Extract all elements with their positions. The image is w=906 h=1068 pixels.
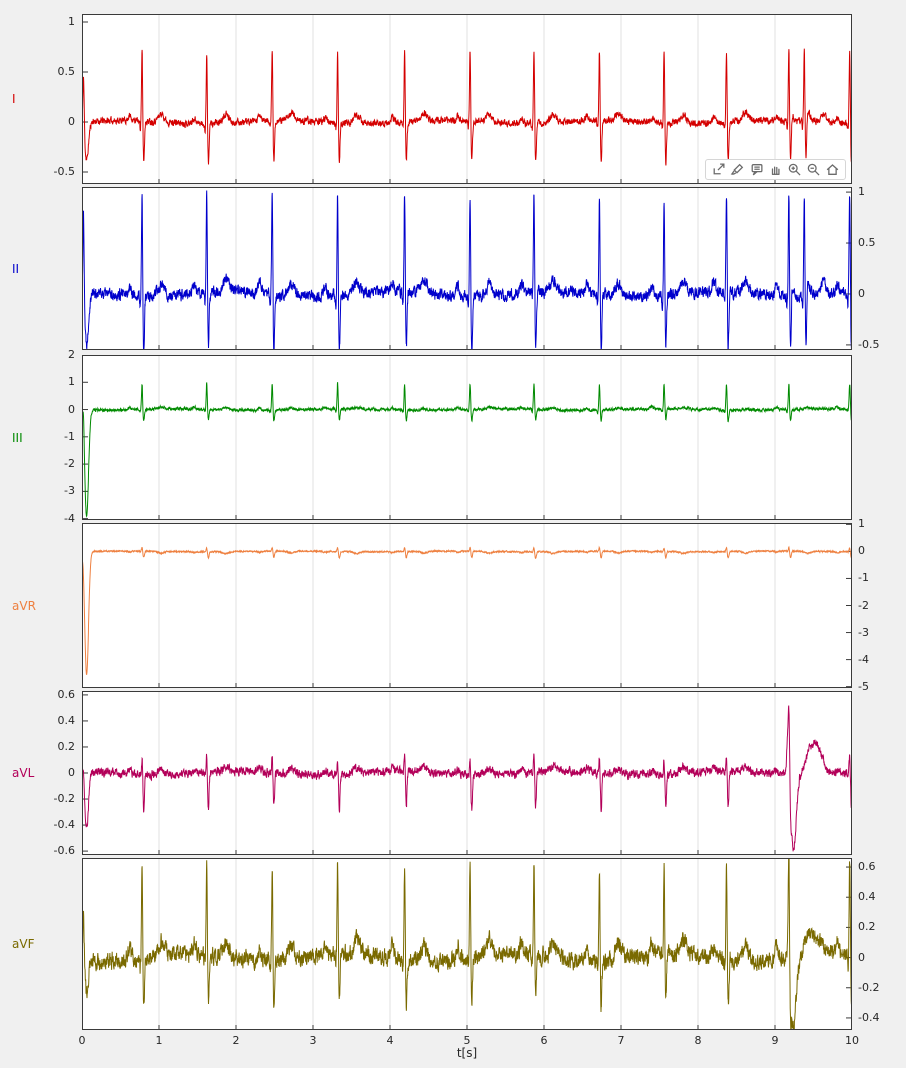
x-tick-label: 8 <box>694 1034 702 1047</box>
zoom-in-icon[interactable] <box>787 162 802 177</box>
x-tick-label: 1 <box>155 1034 163 1047</box>
restore-view-icon[interactable] <box>825 162 840 177</box>
y-tick-label: -0.6 <box>53 844 75 858</box>
y-tick-label: -1 <box>64 429 75 443</box>
x-tick-label: 2 <box>232 1034 240 1047</box>
y-tick-label: 0 <box>858 950 865 964</box>
y-tick-label: -0.4 <box>858 1010 880 1024</box>
x-axis-label: t[s] <box>456 1046 478 1060</box>
y-tick-label: 0 <box>858 286 865 300</box>
x-tick-label: 0 <box>78 1034 86 1047</box>
y-tick-label: 0.5 <box>57 65 76 78</box>
x-tick-label: 4 <box>386 1034 394 1047</box>
waveform-aVF <box>82 858 852 1030</box>
y-tick-label: -0.4 <box>53 818 75 832</box>
x-tick-label: 6 <box>540 1034 548 1047</box>
lead-label-III: III <box>12 430 23 445</box>
y-tick-label: 1 <box>858 185 865 199</box>
x-tick-label: 3 <box>309 1034 317 1047</box>
panel-aVR[interactable] <box>82 523 852 688</box>
y-tick-label: -0.2 <box>53 792 75 806</box>
y-tick-label: 0.6 <box>858 860 876 874</box>
datatips-icon[interactable] <box>749 162 764 177</box>
zoom-out-icon[interactable] <box>806 162 821 177</box>
y-tick-label: -4 <box>64 511 75 525</box>
lead-label-aVL: aVL <box>12 766 35 780</box>
y-tick-label: -3 <box>858 625 869 639</box>
axes-toolbar <box>705 159 846 180</box>
x-tick-label: 7 <box>617 1034 625 1047</box>
y-tick-label: -0.2 <box>858 980 880 994</box>
y-tick-label: 0.4 <box>57 713 76 727</box>
y-tick-label: 1 <box>68 375 75 389</box>
y-tick-label: -0.5 <box>53 165 75 178</box>
lead-label-aVF: aVF <box>12 937 35 951</box>
brush-icon[interactable] <box>730 162 745 177</box>
y-tick-label: 0.2 <box>858 920 876 934</box>
y-tick-label: 0.6 <box>57 687 76 701</box>
y-tick-label: -3 <box>64 484 75 498</box>
waveform-II <box>82 190 852 350</box>
waveform-aVL <box>82 705 852 852</box>
y-tick-label: -4 <box>858 652 869 666</box>
y-tick-label: 0 <box>858 544 865 558</box>
x-tick-label: 10 <box>845 1034 859 1047</box>
panel-aVL[interactable] <box>82 691 852 855</box>
waveform-aVR <box>82 545 852 675</box>
y-tick-label: -0.5 <box>858 337 880 351</box>
export-icon[interactable] <box>711 162 726 177</box>
y-tick-label: 0 <box>68 766 75 779</box>
waveform-I <box>82 48 852 166</box>
y-tick-label: -5 <box>858 679 869 693</box>
waveform-III <box>82 382 852 518</box>
y-tick-label: -2 <box>64 457 75 471</box>
lead-label-II: II <box>12 261 20 276</box>
pan-icon[interactable] <box>768 162 783 177</box>
panel-II[interactable] <box>82 187 852 350</box>
y-tick-label: 0.4 <box>858 890 876 904</box>
y-tick-label: 1 <box>858 517 865 531</box>
panel-I[interactable] <box>82 14 852 184</box>
y-tick-label: -1 <box>858 571 869 585</box>
panel-III[interactable] <box>82 355 852 520</box>
y-tick-label: 0 <box>68 115 75 128</box>
y-tick-label: 0.2 <box>57 739 76 753</box>
x-tick-label: 5 <box>463 1034 471 1047</box>
x-tick-label: 9 <box>771 1034 779 1047</box>
lead-label-aVR: aVR <box>12 598 36 613</box>
panel-aVF[interactable] <box>82 858 852 1030</box>
y-tick-label: -2 <box>858 598 869 612</box>
y-tick-label: 2 <box>68 348 75 361</box>
lead-label-I: I <box>12 92 16 106</box>
y-tick-label: 0.5 <box>858 236 876 250</box>
y-tick-label: 0 <box>68 402 75 416</box>
y-tick-label: 1 <box>68 15 75 28</box>
